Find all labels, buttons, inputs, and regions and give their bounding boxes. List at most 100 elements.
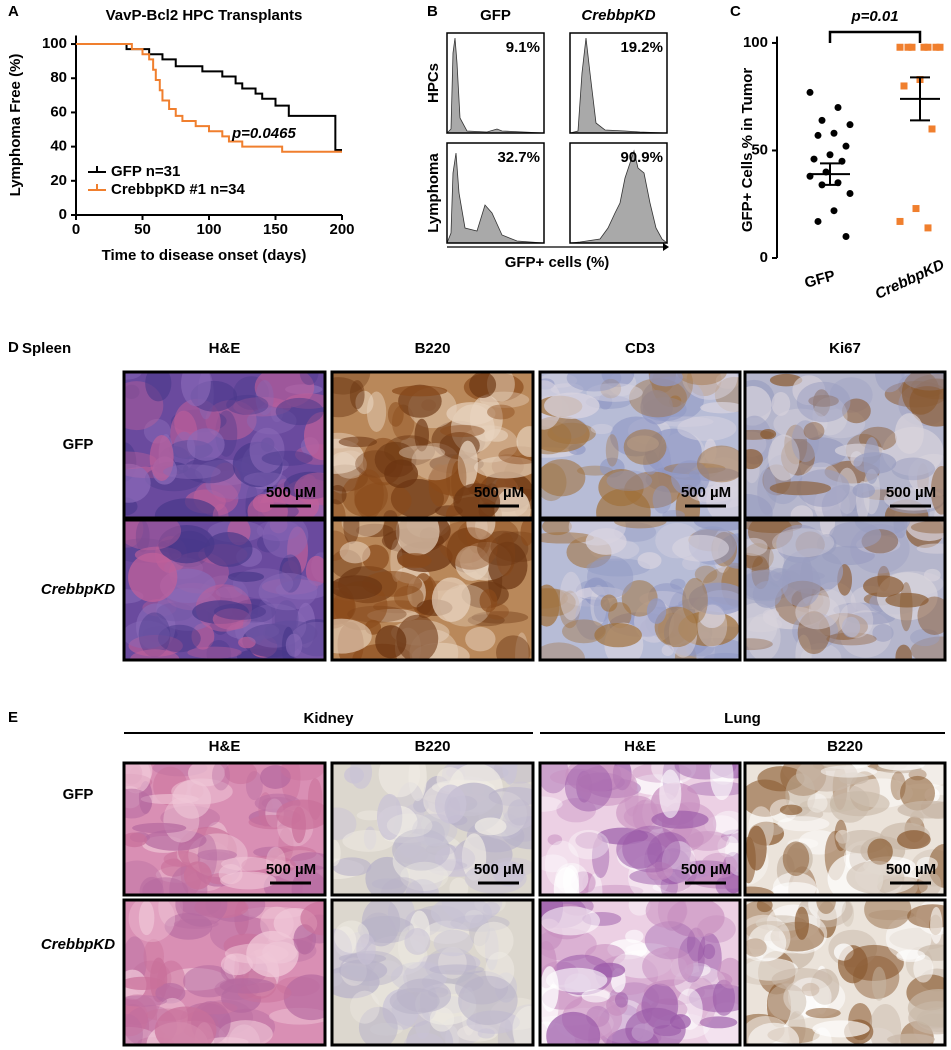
tissue-texture [219,978,275,994]
survival-line [76,43,342,153]
error-bar [820,162,840,186]
tissue-texture [841,900,854,927]
tissue-texture [760,428,777,440]
tissue-texture [670,578,686,590]
histology-image [332,520,533,660]
panel-label: D [8,339,19,356]
dot [830,129,838,137]
tissue-texture [585,528,627,555]
dot [928,125,936,133]
tissue-texture [688,467,740,482]
scale-bar-label: 500 µM [266,861,316,878]
y-axis-label: GFP+ Cells % in Tumor [739,68,756,232]
tissue-texture [414,418,430,452]
tissue-texture [710,763,734,801]
tissue-texture [496,635,531,660]
tissue-texture [807,793,828,813]
tissue-texture [540,415,590,453]
tissue-texture [586,383,643,402]
row-header: HPCs [425,63,442,103]
tissue-texture [767,983,807,1021]
legend-label: CrebbpKD #1 n=34 [111,181,245,198]
tissue-texture [540,459,586,497]
y-tick-label: 0 [59,206,67,223]
tissue-texture [587,884,644,895]
tissue-texture [383,520,400,550]
column-header: B220 [415,738,451,755]
dot [924,43,932,51]
tissue-texture [396,614,439,660]
image-frame [538,370,742,520]
tissue-texture [910,520,945,534]
tissue-texture [453,483,501,518]
tissue-texture [283,974,325,1021]
tissue-texture [358,1006,398,1045]
tissue-texture [829,521,882,549]
tissue-texture [696,445,740,483]
flow-histogram [446,32,545,134]
tissue-texture [582,873,596,893]
scale-bar-label: 500 µM [266,484,316,501]
tissue-texture [466,520,496,540]
tissue-texture [187,763,225,787]
tissue-texture [386,813,433,838]
tissue-texture [746,825,767,871]
tissue-texture [206,639,232,660]
tissue-texture [124,976,164,990]
group-header: Lung [724,710,761,727]
tissue-texture [872,624,894,642]
tissue-texture [404,928,431,955]
tissue-texture [465,626,496,652]
x-axis-label: GFP+ cells (%) [505,254,610,271]
tissue-texture [428,464,451,507]
tissue-texture [124,763,151,794]
tissue-texture [801,982,820,997]
tissue-texture [434,845,476,872]
tissue-texture [852,483,876,498]
tissue-texture [568,829,610,860]
tissue-texture [130,649,180,660]
tissue-texture [392,828,451,871]
tissue-texture [332,807,357,840]
tissue-texture [430,900,492,930]
tissue-texture [249,427,285,473]
tissue-texture [746,613,781,660]
image-frame [122,898,327,1047]
tissue-texture [699,1016,738,1029]
tissue-texture [124,463,151,503]
tissue-texture [791,420,820,463]
tissue-texture [661,644,674,656]
tissue-texture [280,763,325,781]
image-frame [743,898,947,1047]
tissue-texture [128,552,178,602]
tissue-texture [381,877,424,895]
dot [896,43,904,51]
tissue-texture [247,494,288,518]
tissue-texture [477,530,529,566]
tissue-texture [487,404,515,420]
histogram-shape [446,152,545,244]
tissue-texture [816,900,836,914]
tissue-texture [540,906,601,936]
tissue-texture [193,1001,238,1015]
row-header: CrebbpKD [41,581,115,598]
tissue-texture [867,838,893,865]
tissue-texture [142,877,189,895]
y-tick-label: 100 [743,34,768,51]
x-tick-label: GFP [803,267,837,291]
tissue-texture [474,817,507,836]
tissue-texture [762,609,780,620]
percent-label: 9.1% [506,39,540,56]
tissue-texture [440,425,485,438]
tissue-texture [283,471,325,500]
column-header: B220 [415,340,451,357]
dot [920,43,928,51]
tissue-texture [893,520,908,539]
tissue-texture [588,873,603,895]
tissue-texture [629,378,687,418]
tissue-texture [559,571,583,621]
dot [834,103,842,111]
tissue-texture [564,763,613,812]
tissue-texture [782,562,821,608]
tissue-texture [477,1028,495,1039]
